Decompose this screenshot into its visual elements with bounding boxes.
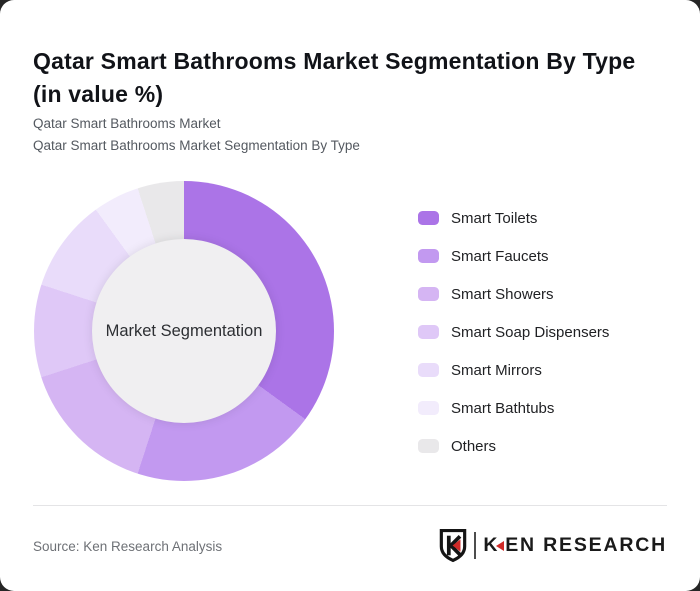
legend-item: Smart Soap Dispensers [418, 323, 610, 341]
legend-swatch [418, 439, 439, 453]
source-text: Source: Ken Research Analysis [33, 539, 223, 554]
legend-item: Smart Toilets [418, 209, 609, 227]
legend-swatch [418, 249, 439, 263]
donut-center-label: Market Segmentation [105, 321, 263, 340]
footer-divider [33, 505, 667, 506]
legend-swatch [418, 287, 439, 301]
ken-research-shield-icon [440, 528, 467, 562]
wordmark-k: K [483, 533, 500, 556]
legend-label: Smart Mirrors [451, 361, 542, 379]
legend-swatch [418, 363, 439, 377]
subtitle-block: Qatar Smart Bathrooms Market Qatar Smart… [33, 113, 360, 156]
legend-item: Smart Mirrors [418, 361, 609, 379]
legend: Smart Toilets Smart Faucets Smart Showers S… [418, 209, 610, 455]
legend-label: Smart Showers [451, 285, 554, 303]
wordmark-rest: EN RESEARCH [505, 533, 667, 556]
donut-hole: Market Segmentation [92, 239, 276, 423]
subtitle-line-2: Qatar Smart Bathrooms Market Segmentatio… [33, 137, 360, 153]
legend-label: Smart Faucets [451, 247, 549, 265]
legend-label: Smart Soap Dispensers [451, 323, 610, 341]
legend-swatch [418, 211, 439, 225]
legend-label: Smart Toilets [451, 209, 538, 227]
subtitle-line-1: Qatar Smart Bathrooms Market [33, 116, 221, 131]
donut-chart-area: Market Segmentation [34, 181, 334, 481]
ken-research-logo: K EN RESEARCH [439, 526, 667, 564]
legend-label: Others [451, 437, 497, 455]
legend-swatch [418, 401, 439, 415]
logo-divider-bar [474, 531, 477, 559]
wordmark-red-triangle-icon [496, 540, 505, 551]
legend-item: Smart Faucets [418, 247, 609, 265]
legend-swatch [418, 325, 439, 339]
ken-research-wordmark: K EN RESEARCH [483, 534, 667, 557]
legend-item: Smart Bathtubs [418, 399, 609, 417]
legend-item: Smart Showers [418, 285, 609, 303]
legend-label: Smart Bathtubs [451, 399, 555, 417]
page-title: Qatar Smart Bathrooms Market Segmentatio… [33, 48, 636, 108]
legend-item: Others [418, 437, 609, 455]
